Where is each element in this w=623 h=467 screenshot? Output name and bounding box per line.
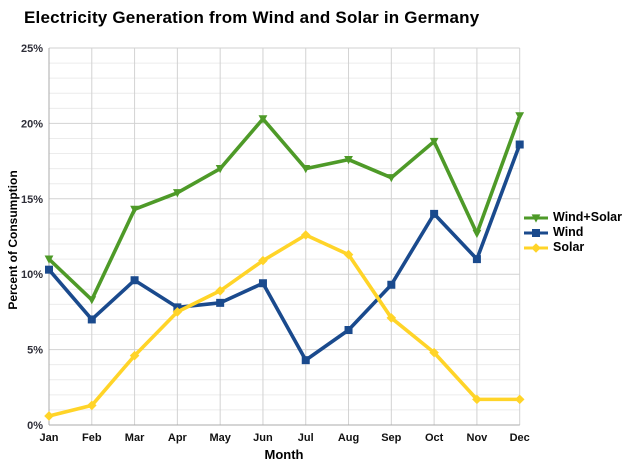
legend-item-wind-solar: Wind+Solar — [524, 210, 622, 225]
svg-text:10%: 10% — [21, 269, 43, 281]
chart-title: Electricity Generation from Wind and Sol… — [24, 8, 480, 27]
legend: Wind+Solar Wind Solar — [524, 210, 622, 255]
svg-text:May: May — [209, 432, 231, 444]
svg-text:Jun: Jun — [253, 432, 273, 444]
svg-text:Dec: Dec — [510, 432, 530, 444]
legend-label: Wind — [553, 225, 584, 239]
svg-text:20%: 20% — [21, 118, 43, 130]
svg-text:15%: 15% — [21, 194, 43, 206]
x-axis-title: Month — [264, 447, 304, 462]
series-solar — [44, 230, 525, 421]
legend-item-wind: Wind — [524, 225, 622, 240]
svg-text:5%: 5% — [27, 345, 43, 357]
legend-label: Wind+Solar — [553, 210, 622, 224]
svg-text:Sep: Sep — [381, 432, 401, 444]
svg-text:0%: 0% — [27, 420, 43, 432]
solar-line-marker-icon — [524, 242, 548, 253]
svg-text:Jul: Jul — [298, 432, 314, 444]
svg-text:Aug: Aug — [338, 432, 359, 444]
series-wind-solar — [44, 112, 525, 305]
svg-text:Nov: Nov — [467, 432, 489, 444]
wind-line-marker-icon — [524, 228, 548, 237]
svg-text:Feb: Feb — [82, 432, 102, 444]
svg-text:Oct: Oct — [425, 432, 444, 444]
wind-solar-line-marker-icon — [524, 213, 548, 223]
series-wind — [45, 140, 524, 365]
svg-text:Apr: Apr — [168, 432, 188, 444]
svg-text:25%: 25% — [21, 43, 43, 55]
legend-label: Solar — [553, 240, 585, 254]
svg-text:Jan: Jan — [40, 432, 59, 444]
svg-text:Mar: Mar — [125, 432, 145, 444]
legend-item-solar: Solar — [524, 240, 622, 255]
